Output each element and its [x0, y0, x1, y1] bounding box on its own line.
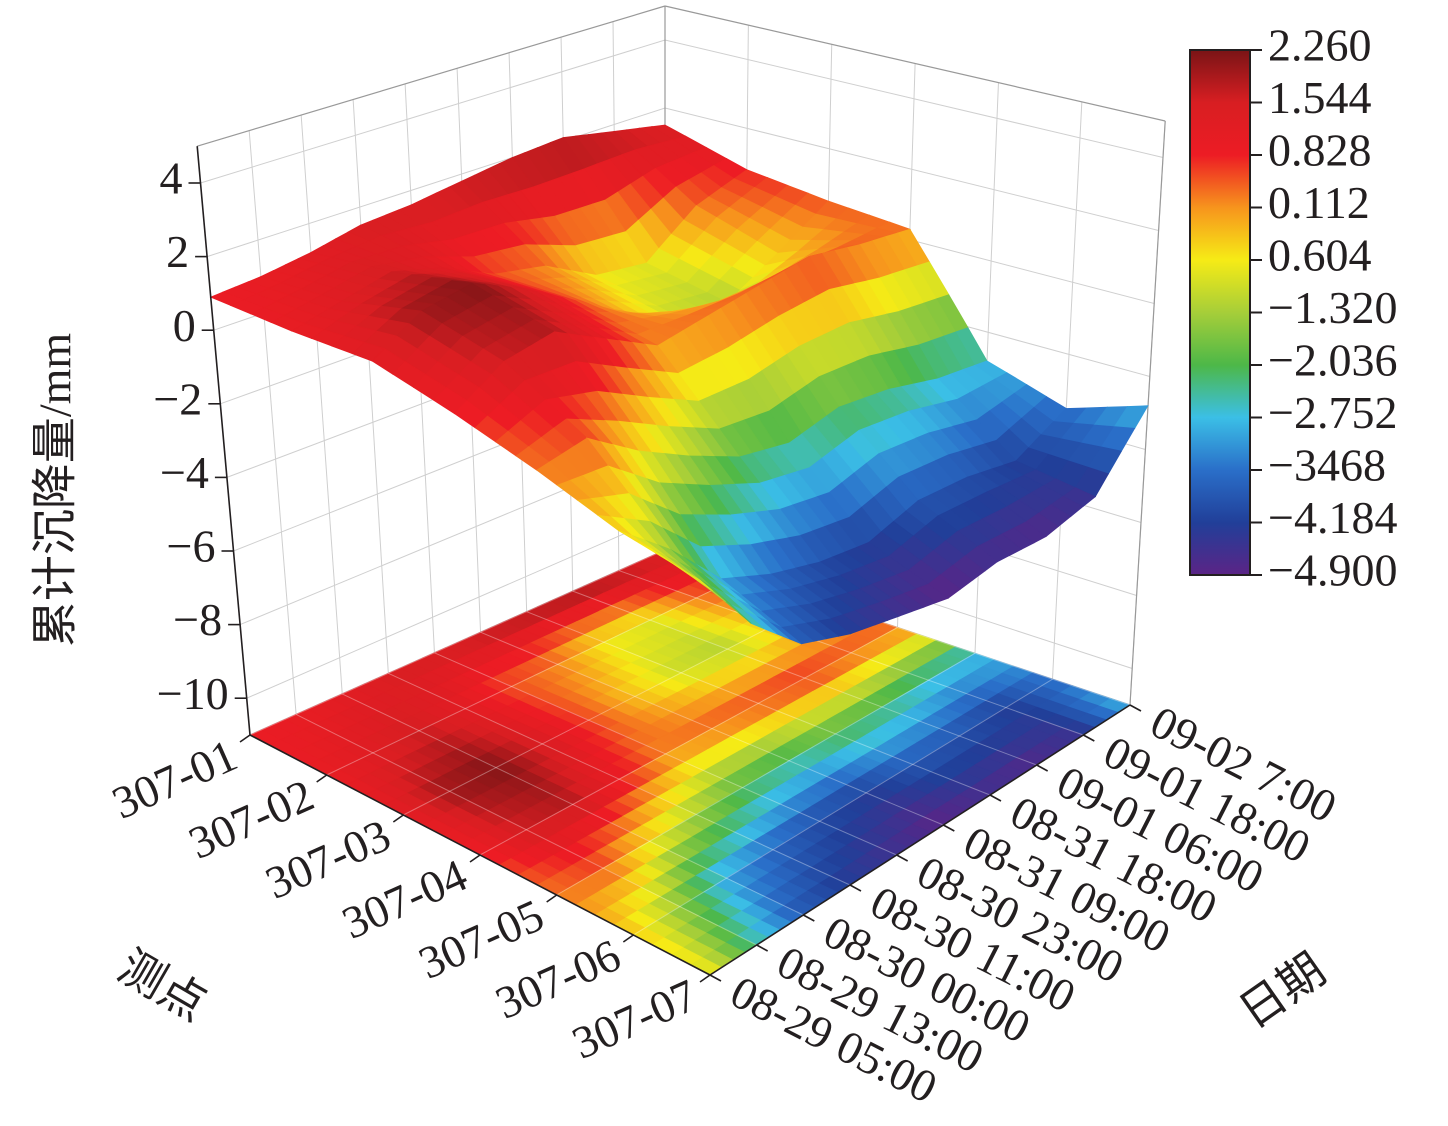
- x-axis-title: 测点: [110, 941, 215, 1031]
- colorbar-tick-label: 0.828: [1268, 125, 1372, 176]
- floor-grid-line: [388, 672, 851, 886]
- y-tick: [802, 914, 815, 922]
- z-tick-label: −2: [153, 373, 202, 424]
- x-tick: [239, 734, 251, 743]
- floor-grid-line: [479, 627, 898, 856]
- colorbar: [1189, 49, 1251, 576]
- wall-grid-line: [248, 130, 297, 715]
- colorbar-tick-label: −4.900: [1268, 545, 1397, 596]
- colorbar-tick-label: 0.604: [1268, 230, 1372, 281]
- floor-grid-line: [249, 549, 666, 736]
- colorbar-tick-label: 0.112: [1268, 177, 1370, 228]
- wall-grid-line: [300, 115, 343, 694]
- y-tick: [756, 944, 769, 952]
- z-axis-title: 累计沉降量/mm: [30, 333, 81, 648]
- floor-grid-line: [434, 652, 897, 856]
- floor-grid-line: [295, 713, 757, 946]
- x-tick: [699, 974, 711, 983]
- colorbar-tick-label: −2.036: [1268, 335, 1397, 386]
- floor-grid-line: [633, 678, 1053, 936]
- surface: [209, 124, 1149, 645]
- y-tick: [709, 974, 722, 982]
- y-tick: [1082, 734, 1095, 742]
- colorbar-tick-label: 2.260: [1268, 20, 1372, 71]
- z-axis-line: [196, 146, 251, 736]
- y-axis-line: [709, 704, 1131, 976]
- z-tick-label: 4: [160, 153, 183, 204]
- z-tick-label: −6: [167, 521, 216, 572]
- floor-grid-line: [480, 631, 944, 826]
- floor-grid-line: [556, 652, 976, 896]
- y-tick: [1036, 764, 1049, 772]
- wall-grid-line: [352, 99, 389, 674]
- x-tick: [469, 854, 481, 863]
- y-tick: [849, 884, 862, 892]
- x-tick: [316, 774, 328, 783]
- box-edge: [1129, 120, 1166, 706]
- floor-grid-line: [342, 693, 804, 916]
- colorbar-tick-label: −2.752: [1268, 387, 1397, 438]
- y-axis-title: 日期: [1230, 944, 1335, 1039]
- floor-grid-line: [526, 611, 991, 796]
- z-tick-label: −10: [157, 668, 229, 719]
- floor-grid-line: [572, 590, 1037, 766]
- floor-grid-line: [326, 575, 743, 776]
- box-edge: [664, 5, 1166, 122]
- floor-grid-line: [618, 570, 1084, 736]
- z-tick-label: 2: [166, 226, 189, 277]
- colorbar-tick-label: −1.320: [1268, 282, 1397, 333]
- box-edge: [197, 5, 666, 147]
- x-tick: [622, 934, 634, 943]
- y-tick: [1129, 704, 1142, 712]
- wall-grid-line: [1052, 101, 1083, 680]
- y-tick: [896, 854, 909, 862]
- surface-cell: [679, 567, 713, 592]
- z-tick-label: −4: [160, 447, 209, 498]
- y-tick: [942, 824, 955, 832]
- colorbar-tick-label: −4.184: [1268, 492, 1397, 543]
- floor-contour: [249, 549, 1131, 976]
- z-tick-label: 0: [173, 300, 196, 351]
- floor-grid-line: [403, 601, 821, 816]
- z-tick-label: −8: [173, 594, 222, 645]
- x-tick: [546, 894, 558, 903]
- colorbar-tick-label: −3468: [1268, 440, 1386, 491]
- y-tick: [989, 794, 1002, 802]
- x-tick: [392, 814, 404, 823]
- colorbar-tick-label: 1.544: [1268, 72, 1372, 123]
